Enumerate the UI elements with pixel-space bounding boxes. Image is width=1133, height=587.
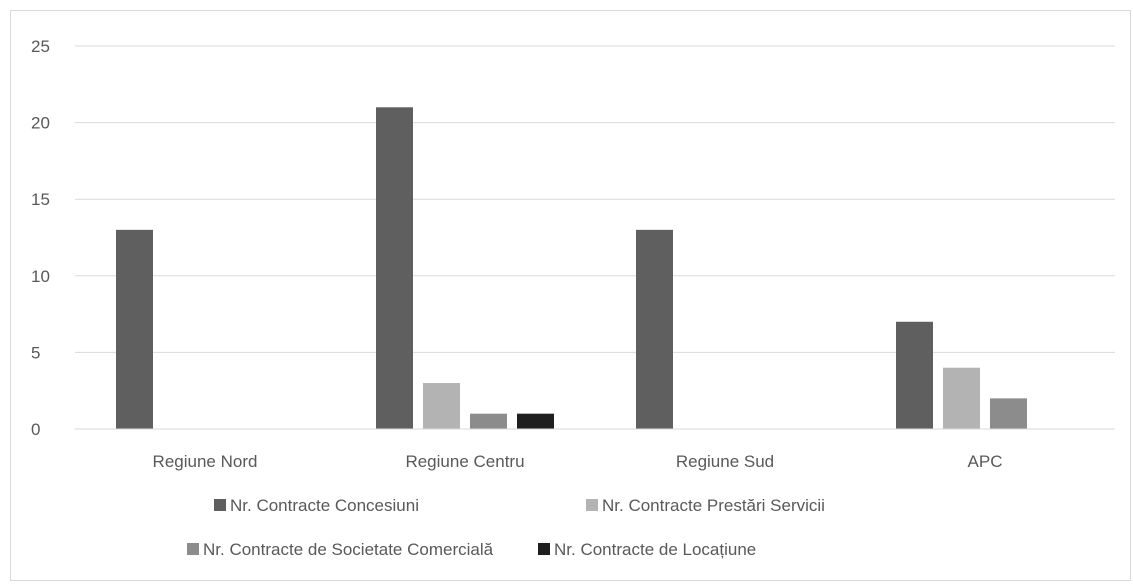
legend-label: Nr. Contracte de Societate Comercială bbox=[203, 540, 494, 559]
x-category-label: Regiune Centru bbox=[405, 452, 524, 471]
x-category-label: Regiune Nord bbox=[153, 452, 258, 471]
bar bbox=[423, 383, 460, 429]
bar bbox=[470, 413, 507, 429]
legend: Nr. Contracte Concesiuni Nr. Contracte Pr… bbox=[187, 496, 825, 559]
y-tick-label: 5 bbox=[31, 343, 40, 362]
x-axis-categories: Regiune Nord Regiune Centru Regiune Sud APC bbox=[153, 452, 1003, 471]
bar bbox=[116, 229, 153, 429]
chart-area: 0 5 10 15 20 25 Regiune Nord Regiune Centru Reg… bbox=[10, 10, 1131, 581]
gridlines bbox=[75, 45, 1115, 353]
bar bbox=[376, 107, 413, 429]
legend-label: Nr. Contracte de Locațiune bbox=[554, 540, 756, 559]
legend-label: Nr. Contracte Prestări Servicii bbox=[602, 496, 825, 515]
y-tick-label: 20 bbox=[31, 114, 50, 133]
bar bbox=[943, 367, 980, 429]
legend-swatch bbox=[214, 499, 226, 511]
bar bbox=[990, 398, 1027, 429]
y-tick-label: 0 bbox=[31, 420, 40, 439]
bars bbox=[116, 107, 1027, 429]
legend-swatch bbox=[586, 499, 598, 511]
y-tick-label: 10 bbox=[31, 267, 50, 286]
legend-label: Nr. Contracte Concesiuni bbox=[230, 496, 419, 515]
bar bbox=[636, 229, 673, 429]
legend-swatch bbox=[538, 543, 550, 555]
y-tick-label: 25 bbox=[31, 37, 50, 56]
bar bbox=[517, 413, 554, 429]
x-category-label: APC bbox=[968, 452, 1003, 471]
x-category-label: Regiune Sud bbox=[676, 452, 774, 471]
legend-swatch bbox=[187, 543, 199, 555]
y-tick-label: 15 bbox=[31, 190, 50, 209]
bar bbox=[896, 321, 933, 429]
y-axis-ticks: 0 5 10 15 20 25 bbox=[31, 37, 50, 439]
